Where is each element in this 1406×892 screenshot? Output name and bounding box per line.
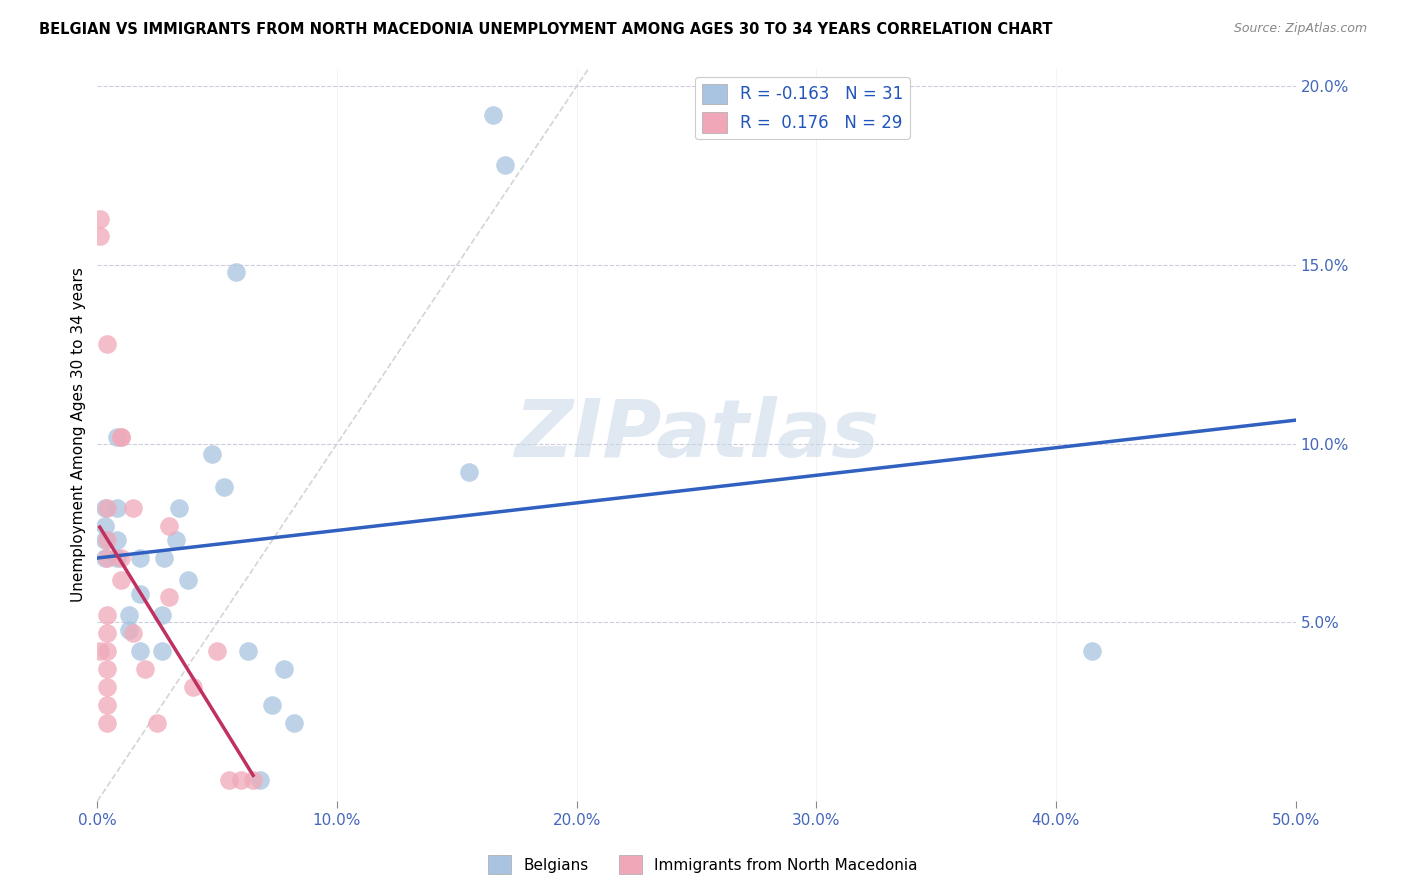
Legend: R = -0.163   N = 31, R =  0.176   N = 29: R = -0.163 N = 31, R = 0.176 N = 29 bbox=[695, 77, 910, 139]
Point bbox=[96, 715, 118, 730]
Point bbox=[231, 772, 253, 787]
Point bbox=[201, 448, 224, 462]
Point bbox=[122, 626, 145, 640]
Point bbox=[105, 429, 128, 443]
Point bbox=[89, 211, 111, 226]
Point bbox=[105, 551, 128, 566]
Point bbox=[181, 680, 204, 694]
Point bbox=[105, 501, 128, 516]
Point bbox=[110, 551, 132, 566]
Point bbox=[89, 644, 111, 658]
Point bbox=[96, 533, 118, 548]
Point bbox=[157, 591, 180, 605]
Point bbox=[249, 772, 271, 787]
Point bbox=[225, 265, 247, 279]
Point bbox=[110, 573, 132, 587]
Point bbox=[457, 466, 479, 480]
Point bbox=[129, 644, 152, 658]
Point bbox=[134, 662, 156, 676]
Point bbox=[96, 644, 118, 658]
Point bbox=[105, 533, 128, 548]
Point bbox=[96, 336, 118, 351]
Point bbox=[96, 551, 118, 566]
Point bbox=[262, 698, 284, 712]
Point bbox=[96, 501, 118, 516]
Point bbox=[150, 608, 173, 623]
Point bbox=[96, 680, 118, 694]
Point bbox=[205, 644, 228, 658]
Point bbox=[1081, 644, 1104, 658]
Point bbox=[110, 429, 132, 443]
Point bbox=[96, 608, 118, 623]
Point bbox=[165, 533, 187, 548]
Y-axis label: Unemployment Among Ages 30 to 34 years: Unemployment Among Ages 30 to 34 years bbox=[72, 268, 86, 602]
Point bbox=[122, 501, 145, 516]
Point bbox=[96, 626, 118, 640]
Point bbox=[481, 108, 503, 122]
Point bbox=[96, 662, 118, 676]
Point bbox=[146, 715, 169, 730]
Point bbox=[150, 644, 173, 658]
Point bbox=[93, 533, 115, 548]
Text: ZIPatlas: ZIPatlas bbox=[515, 396, 879, 474]
Point bbox=[153, 551, 176, 566]
Point bbox=[238, 644, 260, 658]
Text: Source: ZipAtlas.com: Source: ZipAtlas.com bbox=[1233, 22, 1367, 36]
Point bbox=[177, 573, 200, 587]
Legend: Belgians, Immigrants from North Macedonia: Belgians, Immigrants from North Macedoni… bbox=[482, 849, 924, 880]
Point bbox=[242, 772, 264, 787]
Point bbox=[93, 519, 115, 533]
Point bbox=[214, 480, 236, 494]
Point bbox=[129, 587, 152, 601]
Point bbox=[494, 158, 516, 172]
Point bbox=[93, 501, 115, 516]
Point bbox=[89, 229, 111, 244]
Point bbox=[218, 772, 240, 787]
Point bbox=[157, 519, 180, 533]
Point bbox=[93, 551, 115, 566]
Point bbox=[273, 662, 295, 676]
Point bbox=[96, 698, 118, 712]
Point bbox=[110, 429, 132, 443]
Text: BELGIAN VS IMMIGRANTS FROM NORTH MACEDONIA UNEMPLOYMENT AMONG AGES 30 TO 34 YEAR: BELGIAN VS IMMIGRANTS FROM NORTH MACEDON… bbox=[39, 22, 1053, 37]
Point bbox=[129, 551, 152, 566]
Point bbox=[117, 623, 139, 637]
Point bbox=[167, 501, 190, 516]
Point bbox=[283, 715, 305, 730]
Point bbox=[117, 608, 139, 623]
